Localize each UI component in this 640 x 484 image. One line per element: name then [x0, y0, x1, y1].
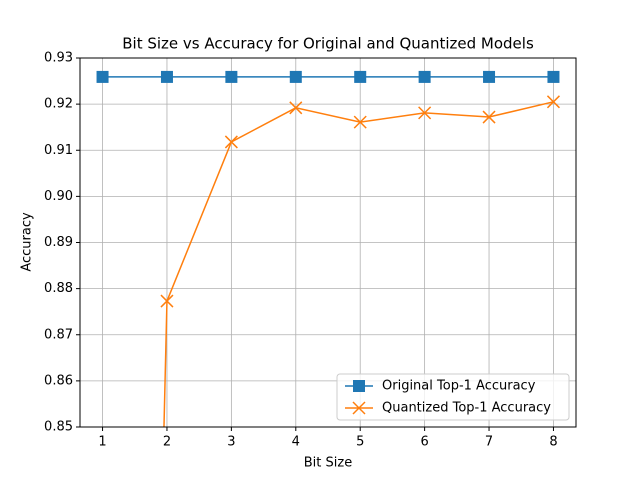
y-tick-label: 0.91 — [44, 143, 73, 158]
x-tick-label: 5 — [356, 435, 364, 450]
chart-title: Bit Size vs Accuracy for Original and Qu… — [122, 35, 534, 53]
legend-label: Original Top-1 Accuracy — [382, 379, 536, 394]
y-tick-label: 0.90 — [44, 189, 73, 204]
y-tick-label: 0.85 — [44, 420, 73, 435]
marker — [482, 110, 496, 124]
legend-label: Quantized Top-1 Accuracy — [382, 401, 551, 416]
marker — [353, 115, 367, 129]
x-tick-label: 1 — [98, 435, 106, 450]
x-tick-label: 7 — [485, 435, 493, 450]
y-tick-label: 0.87 — [44, 327, 73, 342]
series-line — [163, 101, 554, 427]
marker — [96, 70, 109, 83]
y-axis-label: Accuracy — [20, 212, 35, 272]
x-axis-label: Bit Size — [304, 456, 352, 471]
x-tick-label: 2 — [163, 435, 171, 450]
marker — [224, 135, 238, 149]
y-tick-label: 0.92 — [44, 97, 73, 112]
legend-marker — [353, 380, 365, 392]
marker — [483, 70, 496, 83]
marker — [418, 106, 432, 120]
ticks: 1 2 3 4 5 6 7 8 0.85 0.86 0.87 0.88 0.89 0.90 0.91 0.92… — [44, 51, 558, 450]
x-tick-label: 8 — [549, 435, 557, 450]
marker — [418, 70, 431, 83]
marker — [547, 70, 560, 83]
x-tick-label: 4 — [292, 435, 300, 450]
plot-area — [96, 70, 560, 427]
legend-marker — [352, 401, 366, 415]
marker — [160, 294, 174, 308]
marker — [354, 70, 367, 83]
x-tick-label: 6 — [420, 435, 428, 450]
y-tick-label: 0.88 — [44, 281, 73, 296]
marker — [289, 70, 302, 83]
x-tick-label: 3 — [227, 435, 235, 450]
marker — [546, 95, 560, 109]
marker — [289, 101, 303, 115]
legend: Original Top-1 Accuracy Quantized Top-1 A… — [336, 373, 570, 421]
marker — [160, 70, 173, 83]
y-tick-label: 0.86 — [44, 373, 73, 388]
legend-box — [336, 373, 570, 421]
y-tick-label: 0.89 — [44, 235, 73, 250]
marker — [225, 70, 238, 83]
y-tick-label: 0.93 — [44, 51, 73, 66]
